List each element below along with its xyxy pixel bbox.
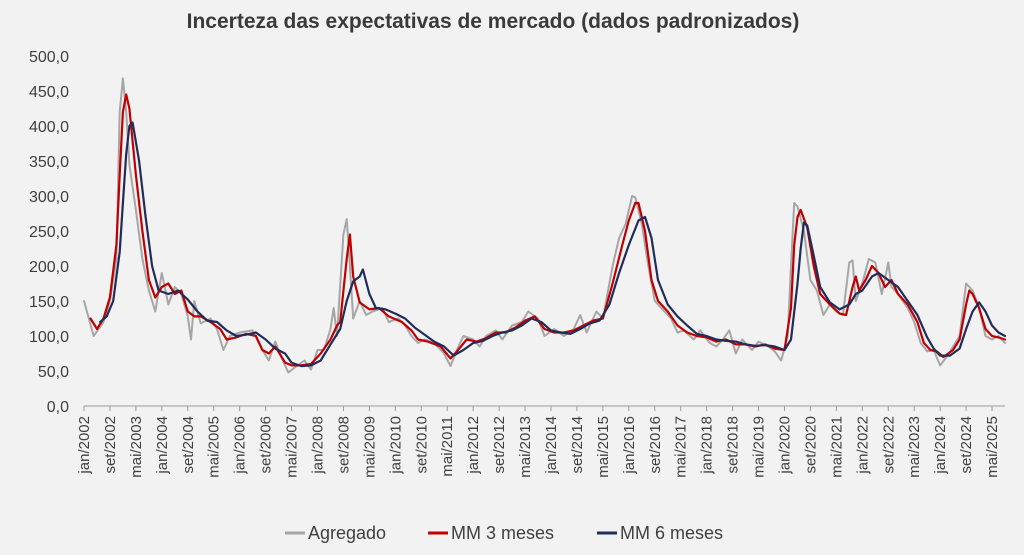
x-tick-label: set/2004 [180, 416, 197, 474]
x-tick-label: set/2002 [102, 416, 119, 474]
x-tick-label: set/2008 [335, 416, 352, 474]
y-tick-label: 250,0 [29, 224, 69, 241]
x-tick-label: jan/2022 [854, 416, 871, 475]
x-tick-label: set/2010 [413, 416, 430, 474]
legend-label: MM 6 meses [620, 523, 723, 543]
x-tick-label: mai/2013 [517, 416, 534, 478]
legend-label: Agregado [308, 523, 386, 543]
x-tick-label: set/2022 [880, 416, 897, 474]
y-tick-label: 300,0 [29, 189, 69, 206]
x-tick-label: set/2012 [491, 416, 508, 474]
x-tick-label: mai/2025 [984, 416, 1001, 478]
x-tick-label: jan/2006 [232, 416, 249, 475]
x-tick-label: mai/2019 [751, 416, 768, 478]
y-tick-label: 400,0 [29, 119, 69, 136]
x-tick-label: mai/2023 [906, 416, 923, 478]
y-tick-label: 200,0 [29, 259, 69, 276]
x-tick-label: mai/2007 [284, 416, 301, 478]
legend: Agregado MM 3 meses MM 6 meses [285, 523, 723, 543]
y-tick-label: 150,0 [29, 294, 69, 311]
x-tick-label: jan/2004 [154, 416, 171, 475]
x-tick-label: jan/2010 [387, 416, 404, 475]
x-tick-label: set/2016 [647, 416, 664, 474]
x-tick-label: jan/2020 [776, 416, 793, 475]
x-tick-label: mai/2003 [128, 416, 145, 478]
series-line-agregado [83, 77, 1006, 374]
x-tick-label: set/2006 [258, 416, 275, 474]
x-tick-label: mai/2015 [595, 416, 612, 478]
x-tick-label: mai/2005 [206, 416, 223, 478]
x-tick-label: set/2018 [725, 416, 742, 474]
x-tick-label: mai/2011 [439, 416, 456, 477]
series-layer [83, 77, 1007, 374]
y-tick-label: 450,0 [29, 84, 69, 101]
y-tick-label: 50,0 [38, 364, 69, 381]
x-tick-label: jan/2018 [699, 416, 716, 475]
x-tick-label: set/2020 [802, 416, 819, 474]
x-tick-label: jan/2014 [543, 416, 560, 475]
x-tick-label: mai/2017 [673, 416, 690, 478]
x-tick-label: jan/2002 [76, 416, 93, 475]
x-tick-label: jan/2008 [309, 416, 326, 475]
x-tick-label: jan/2012 [465, 416, 482, 475]
x-tick-label: set/2014 [569, 416, 586, 474]
x-tick-label: mai/2021 [828, 416, 845, 478]
x-tick-label: jan/2024 [932, 416, 949, 475]
legend-label: MM 3 meses [451, 523, 554, 543]
x-tick-label: mai/2009 [361, 416, 378, 478]
x-tick-label: jan/2016 [621, 416, 638, 475]
series-line-mm3 [89, 93, 1007, 367]
chart-title: Incerteza das expectativas de mercado (d… [187, 10, 800, 33]
y-tick-label: 500,0 [29, 49, 69, 66]
y-tick-label: 0,0 [47, 399, 69, 416]
y-axis: 0,0 50,0 100,0 150,0 200,0 250,0 300,0 350,0 400… [29, 49, 69, 416]
series-line-mm6 [99, 121, 1007, 368]
x-tick-label: set/2024 [958, 416, 975, 474]
x-axis: jan/2002 set/2002 mai/2003 jan/2004 set/2004… [76, 405, 1005, 478]
y-tick-label: 350,0 [29, 154, 69, 171]
y-tick-label: 100,0 [29, 329, 69, 346]
